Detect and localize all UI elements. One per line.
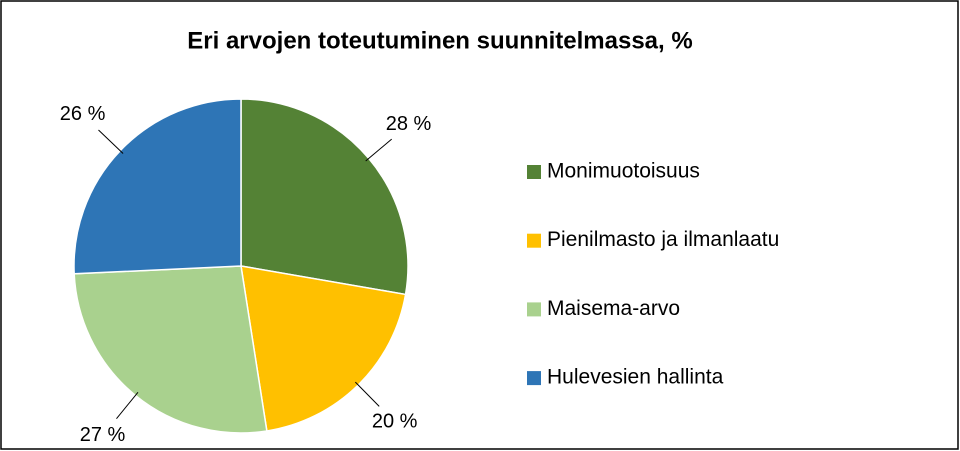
data-label: 26 % (60, 103, 106, 125)
leader-line (365, 138, 393, 162)
leader-line (98, 129, 124, 154)
legend-label: Monimuotoisuus (547, 160, 700, 183)
legend-swatch (527, 165, 541, 179)
legend-swatch (527, 302, 541, 317)
legend-label: Pienilmasto ja ilmanlaatu (547, 228, 779, 251)
legend-label: Hulevesien hallinta (547, 366, 724, 389)
legend-swatch (527, 371, 541, 386)
data-label: 28 % (386, 113, 432, 135)
chart-title: Eri arvojen toteutuminen suunnitelmassa,… (187, 27, 692, 54)
data-label: 27 % (80, 424, 126, 446)
leader-line (116, 391, 139, 419)
leader-line (355, 381, 380, 407)
data-label: 20 % (372, 410, 418, 432)
legend-swatch (527, 233, 541, 248)
legend-label: Maisema-arvo (547, 297, 680, 320)
